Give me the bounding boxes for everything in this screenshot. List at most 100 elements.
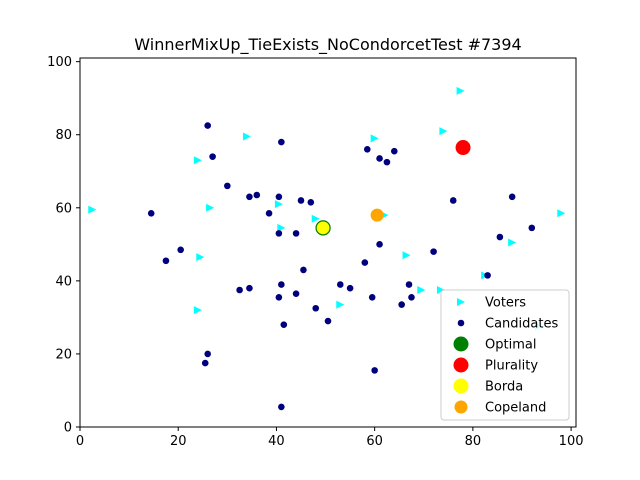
voters-point — [311, 214, 320, 223]
candidates-point — [390, 147, 398, 155]
candidates-point — [204, 350, 211, 358]
legend-copeland-marker — [454, 400, 468, 414]
plurality-point — [455, 140, 471, 156]
chart-title: WinnerMixUp_TieExists_NoCondorcetTest #7… — [134, 35, 521, 55]
candidates-point — [376, 155, 383, 162]
candidates-point — [312, 304, 320, 312]
legend-candidates-marker — [457, 319, 465, 327]
candidates-point — [361, 259, 369, 266]
x-tick-label: 0 — [76, 434, 84, 449]
voters-point — [508, 238, 517, 247]
legend-optimal-marker — [453, 336, 469, 352]
x-tick-label: 60 — [366, 434, 383, 449]
x-tick-label: 100 — [559, 434, 584, 449]
candidates-point — [336, 281, 344, 288]
candidates-point — [371, 367, 378, 374]
candidates-point — [162, 257, 170, 265]
legend-label: Plurality — [485, 359, 538, 374]
legend-plurality-marker — [453, 357, 469, 373]
candidates-point — [265, 209, 273, 217]
plot-frame — [79, 57, 577, 428]
candidates-point — [209, 153, 216, 160]
legend: Voters Candidates Optimal Plurality Borda Cop… — [440, 289, 570, 421]
candidates-point — [275, 294, 283, 301]
voters-point — [439, 127, 448, 136]
candidates-point — [368, 294, 376, 301]
voters-point — [206, 203, 215, 212]
series-candidates — [147, 122, 536, 411]
x-tick-label: 80 — [465, 434, 482, 449]
candidates-point — [508, 193, 516, 201]
candidates-point — [275, 193, 283, 201]
copeland-point — [370, 208, 384, 222]
candidates-point — [147, 209, 155, 217]
candidates-point — [398, 301, 405, 308]
candidates-point — [484, 272, 491, 279]
voters-point — [193, 156, 202, 165]
candidates-point — [224, 182, 231, 190]
candidates-point — [292, 290, 300, 297]
y-tick-label: 60 — [55, 201, 72, 216]
candidates-point — [280, 321, 288, 329]
legend-label: Borda — [485, 380, 523, 395]
candidates-point — [408, 294, 415, 301]
candidates-point — [376, 241, 383, 248]
candidates-point — [236, 286, 243, 294]
y-tick-label: 100 — [47, 55, 72, 70]
candidates-point — [307, 199, 315, 206]
voters-point — [277, 223, 286, 232]
candidates-point — [253, 191, 261, 199]
candidates-point — [324, 317, 332, 325]
candidates-point — [278, 403, 285, 411]
candidates-point — [278, 281, 285, 288]
series-copeland — [370, 208, 384, 222]
candidates-point — [278, 138, 285, 146]
voters-point — [336, 300, 345, 309]
voters-point — [193, 306, 202, 315]
voters-point — [88, 205, 97, 214]
candidates-point — [496, 233, 504, 241]
borda-point — [315, 220, 331, 236]
axis-ticks: 0 20 40 60 80 100 0 20 40 60 80 100 — [47, 55, 583, 449]
voters-point — [196, 253, 205, 262]
candidates-point — [246, 193, 253, 201]
y-tick-label: 20 — [55, 347, 72, 362]
candidates-point — [246, 284, 253, 292]
candidates-point — [204, 122, 211, 129]
series-plurality — [455, 140, 471, 156]
y-tick-label: 80 — [55, 128, 72, 143]
voters-point — [557, 209, 566, 218]
candidates-point — [383, 158, 391, 166]
candidates-point — [405, 281, 413, 288]
series-borda — [315, 220, 331, 236]
candidates-point — [449, 197, 457, 204]
legend-label: Candidates — [485, 317, 558, 332]
y-tick-label: 40 — [55, 274, 72, 289]
candidates-point — [201, 359, 209, 367]
voters-point — [402, 251, 411, 260]
legend-label: Optimal — [485, 338, 536, 353]
data-marks — [88, 86, 566, 411]
x-tick-label: 40 — [268, 434, 285, 449]
legend-label: Voters — [485, 296, 526, 311]
voters-point — [274, 200, 283, 209]
candidates-point — [177, 246, 184, 254]
candidates-point — [275, 230, 283, 237]
candidates-point — [528, 224, 536, 232]
y-tick-label: 0 — [64, 421, 72, 436]
legend-label: Copeland — [485, 401, 546, 416]
x-tick-label: 20 — [170, 434, 187, 449]
voters-point — [456, 86, 465, 95]
candidates-point — [300, 266, 307, 274]
legend-voters-marker — [457, 298, 465, 306]
legend-box — [440, 289, 570, 421]
candidates-point — [297, 197, 305, 204]
voters-point — [370, 134, 379, 143]
candidates-point — [292, 230, 300, 237]
candidates-point — [430, 248, 437, 255]
voters-point — [436, 285, 445, 294]
candidates-point — [363, 146, 371, 153]
legend-borda-marker — [453, 378, 469, 394]
voters-point — [242, 132, 251, 141]
